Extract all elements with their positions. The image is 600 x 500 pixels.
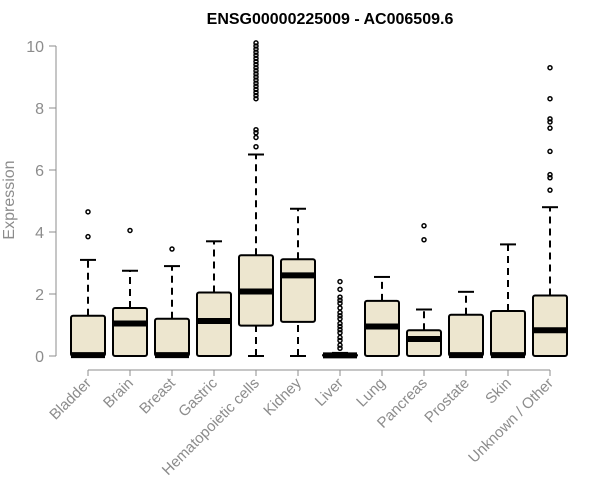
iqr-box (70, 314, 106, 358)
outlier-point (85, 209, 91, 215)
outlier-point (253, 52, 259, 59)
x-tick-label: Liver (312, 375, 347, 410)
outlier-point (253, 86, 259, 93)
x-tick-label: Lung (353, 375, 389, 411)
outlier-point (253, 83, 259, 90)
x-tick-label: Breast (136, 374, 179, 417)
iqr-box (280, 258, 316, 323)
iqr-box (532, 294, 568, 357)
y-tick-label: 8 (35, 101, 44, 118)
outlier-point (337, 297, 343, 303)
box-bladder (70, 209, 106, 359)
iqr-box (112, 306, 148, 358)
outlier-point (253, 43, 259, 49)
box-lung (364, 275, 400, 358)
outlier-point (253, 130, 259, 136)
outlier-point (253, 80, 259, 86)
box-liver (322, 278, 358, 359)
box-gastric (196, 240, 232, 358)
outlier-point (253, 144, 259, 150)
box-unknown-other (532, 64, 568, 357)
box-brain (112, 227, 148, 358)
outlier-point (337, 334, 343, 341)
outlier-point (337, 337, 343, 344)
outlier-point (547, 171, 553, 178)
box-skin (490, 243, 526, 359)
outlier-point (253, 68, 259, 74)
y-tick-label: 0 (35, 349, 44, 366)
outlier-point (547, 148, 553, 155)
outlier-point (337, 316, 343, 322)
outlier-point (547, 116, 553, 122)
outlier-point (547, 119, 553, 125)
outlier-point (253, 61, 259, 68)
outlier-point (253, 49, 259, 55)
box-hematopoietic-cells (238, 40, 274, 357)
outlier-point (337, 342, 343, 348)
iqr-box (154, 317, 190, 357)
outlier-point (253, 95, 259, 102)
y-axis-label: Expression (1, 160, 18, 239)
box-pancreas (406, 223, 442, 357)
outlier-point (337, 312, 343, 319)
x-tick-label: Kidney (260, 374, 305, 419)
outlier-point (253, 89, 259, 96)
outlier-point (547, 175, 553, 181)
y-tick-label: 2 (35, 287, 44, 304)
y-tick-label: 4 (35, 225, 44, 242)
outlier-point (337, 286, 343, 293)
outlier-point (85, 233, 91, 240)
box-series (70, 40, 568, 359)
outlier-point (547, 125, 553, 131)
outlier-point (421, 237, 427, 243)
outlier-point (421, 223, 427, 229)
iqr-box (490, 310, 526, 357)
x-tick-label: Skin (482, 375, 515, 408)
outlier-point (337, 323, 343, 330)
outlier-point (253, 74, 259, 80)
outlier-point (337, 294, 343, 300)
outlier-point (547, 187, 553, 193)
box-prostate (448, 290, 484, 359)
outlier-point (337, 345, 343, 351)
box-breast (154, 246, 190, 359)
outlier-point (127, 227, 133, 234)
outlier-point (253, 77, 259, 83)
outlier-point (337, 330, 343, 336)
x-tick-label: Brain (100, 375, 137, 412)
outlier-point (253, 92, 259, 99)
outlier-point (253, 126, 259, 133)
outlier-point (253, 58, 259, 65)
x-tick-label: Prostate (421, 375, 473, 427)
outlier-point (253, 46, 259, 52)
outlier-point (169, 246, 175, 252)
outlier-point (253, 71, 259, 77)
outlier-point (337, 278, 343, 285)
chart-title: ENSG00000225009 - AC006509.6 (207, 11, 454, 28)
y-axis: 0 2 4 6 8 10 (26, 39, 57, 366)
iqr-box (196, 291, 232, 358)
box-kidney (280, 207, 316, 357)
x-tick-label: Bladder (46, 375, 95, 424)
outlier-point (337, 300, 343, 307)
outlier-point (253, 55, 259, 62)
outlier-point (547, 64, 553, 71)
outlier-point (253, 40, 259, 46)
iqr-box (406, 329, 442, 357)
outlier-point (547, 95, 553, 102)
outlier-point (253, 134, 259, 141)
outlier-point (337, 305, 343, 311)
outlier-point (253, 64, 259, 71)
outlier-point (337, 326, 343, 333)
y-tick-label: 10 (26, 39, 44, 56)
iqr-box (448, 313, 484, 357)
outlier-point (337, 320, 343, 327)
outlier-point (337, 309, 343, 316)
y-tick-label: 6 (35, 163, 44, 180)
